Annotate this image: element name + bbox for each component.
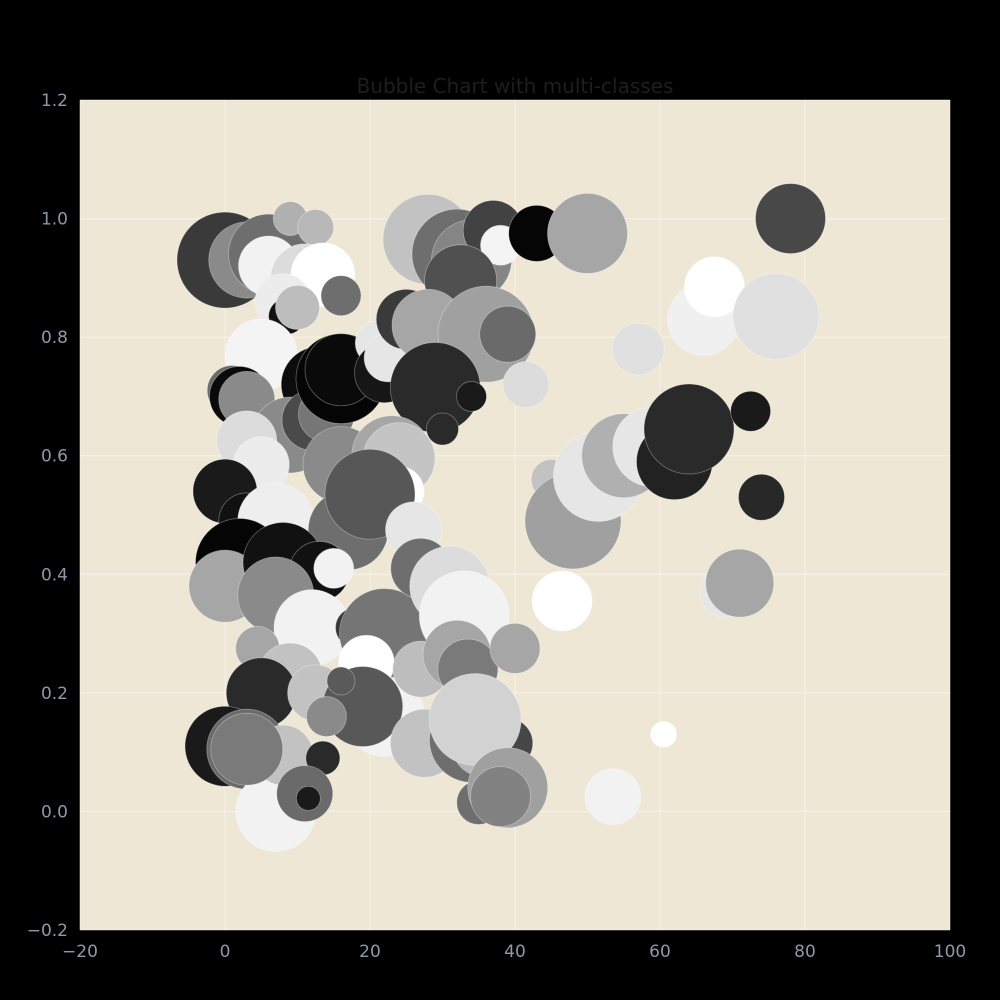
x-tick-label: −20 xyxy=(62,942,98,962)
x-axis-ticks: −20 0 20 40 60 80 100 xyxy=(62,942,966,962)
bubble-point xyxy=(705,548,775,618)
bubble-point xyxy=(470,766,531,828)
bubble-point xyxy=(275,285,320,330)
bubble-point xyxy=(732,272,820,360)
bubble-point xyxy=(584,768,642,826)
y-tick-label: 0.0 xyxy=(41,802,68,822)
bubble-point xyxy=(297,209,335,246)
bubble-point xyxy=(547,192,628,274)
bubble-point xyxy=(502,361,550,408)
bubble-point xyxy=(755,183,826,254)
y-tick-label: 0.8 xyxy=(41,328,68,348)
bubble-point xyxy=(489,622,541,674)
bubble-point xyxy=(295,785,321,811)
bubble-point xyxy=(650,720,678,748)
bubble-point xyxy=(426,412,459,446)
bubble-point xyxy=(320,275,362,317)
bubble-point xyxy=(611,322,665,376)
bubble-point xyxy=(210,712,284,786)
bubble-point xyxy=(306,696,347,737)
x-tick-label: 60 xyxy=(649,942,671,962)
bubble-point xyxy=(683,256,745,318)
x-tick-label: 40 xyxy=(504,942,526,962)
bubble-point xyxy=(479,305,537,363)
y-tick-label: 0.6 xyxy=(41,447,68,467)
x-tick-label: 80 xyxy=(794,942,816,962)
y-axis-ticks: −0.2 0.0 0.2 0.4 0.6 0.8 1.0 1.2 xyxy=(27,91,68,941)
x-tick-label: 20 xyxy=(359,942,381,962)
bubble-point xyxy=(456,381,487,412)
bubble-point xyxy=(531,570,593,632)
y-tick-label: 1.0 xyxy=(41,210,68,230)
bubble-layer xyxy=(176,183,826,852)
bubble-point xyxy=(326,666,356,696)
x-tick-label: 100 xyxy=(934,942,966,962)
y-tick-label: 0.2 xyxy=(41,684,68,704)
bubble-point xyxy=(738,473,785,521)
y-tick-label: −0.2 xyxy=(27,921,68,941)
bubble-point xyxy=(643,383,735,475)
bubble-point xyxy=(730,390,772,432)
bubble-point xyxy=(313,547,355,589)
y-tick-label: 0.4 xyxy=(41,565,68,585)
y-tick-label: 1.2 xyxy=(41,91,68,111)
chart-title: Bubble Chart with multi-classes xyxy=(357,74,674,98)
x-tick-label: 0 xyxy=(220,942,231,962)
